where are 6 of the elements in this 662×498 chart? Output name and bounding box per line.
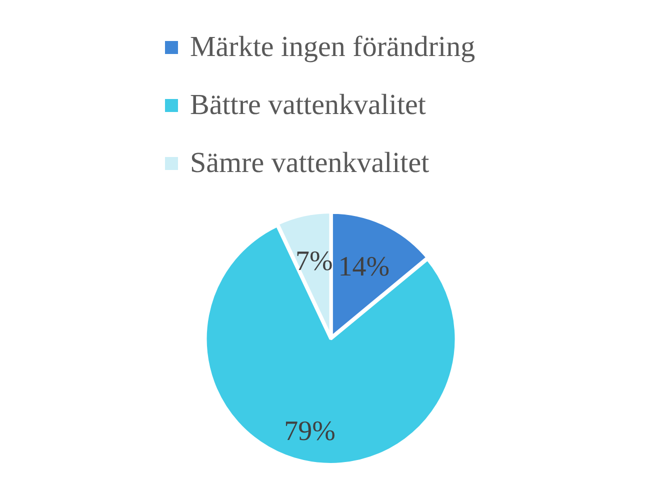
data-label: 14% — [338, 252, 390, 283]
legend-label: Märkte ingen förändring — [190, 30, 476, 64]
legend-label: Bättre vattenkvalitet — [190, 88, 426, 122]
legend-label: Sämre vattenkvalitet — [190, 146, 430, 180]
data-label: 7% — [295, 246, 333, 278]
data-label: 79% — [284, 416, 336, 448]
